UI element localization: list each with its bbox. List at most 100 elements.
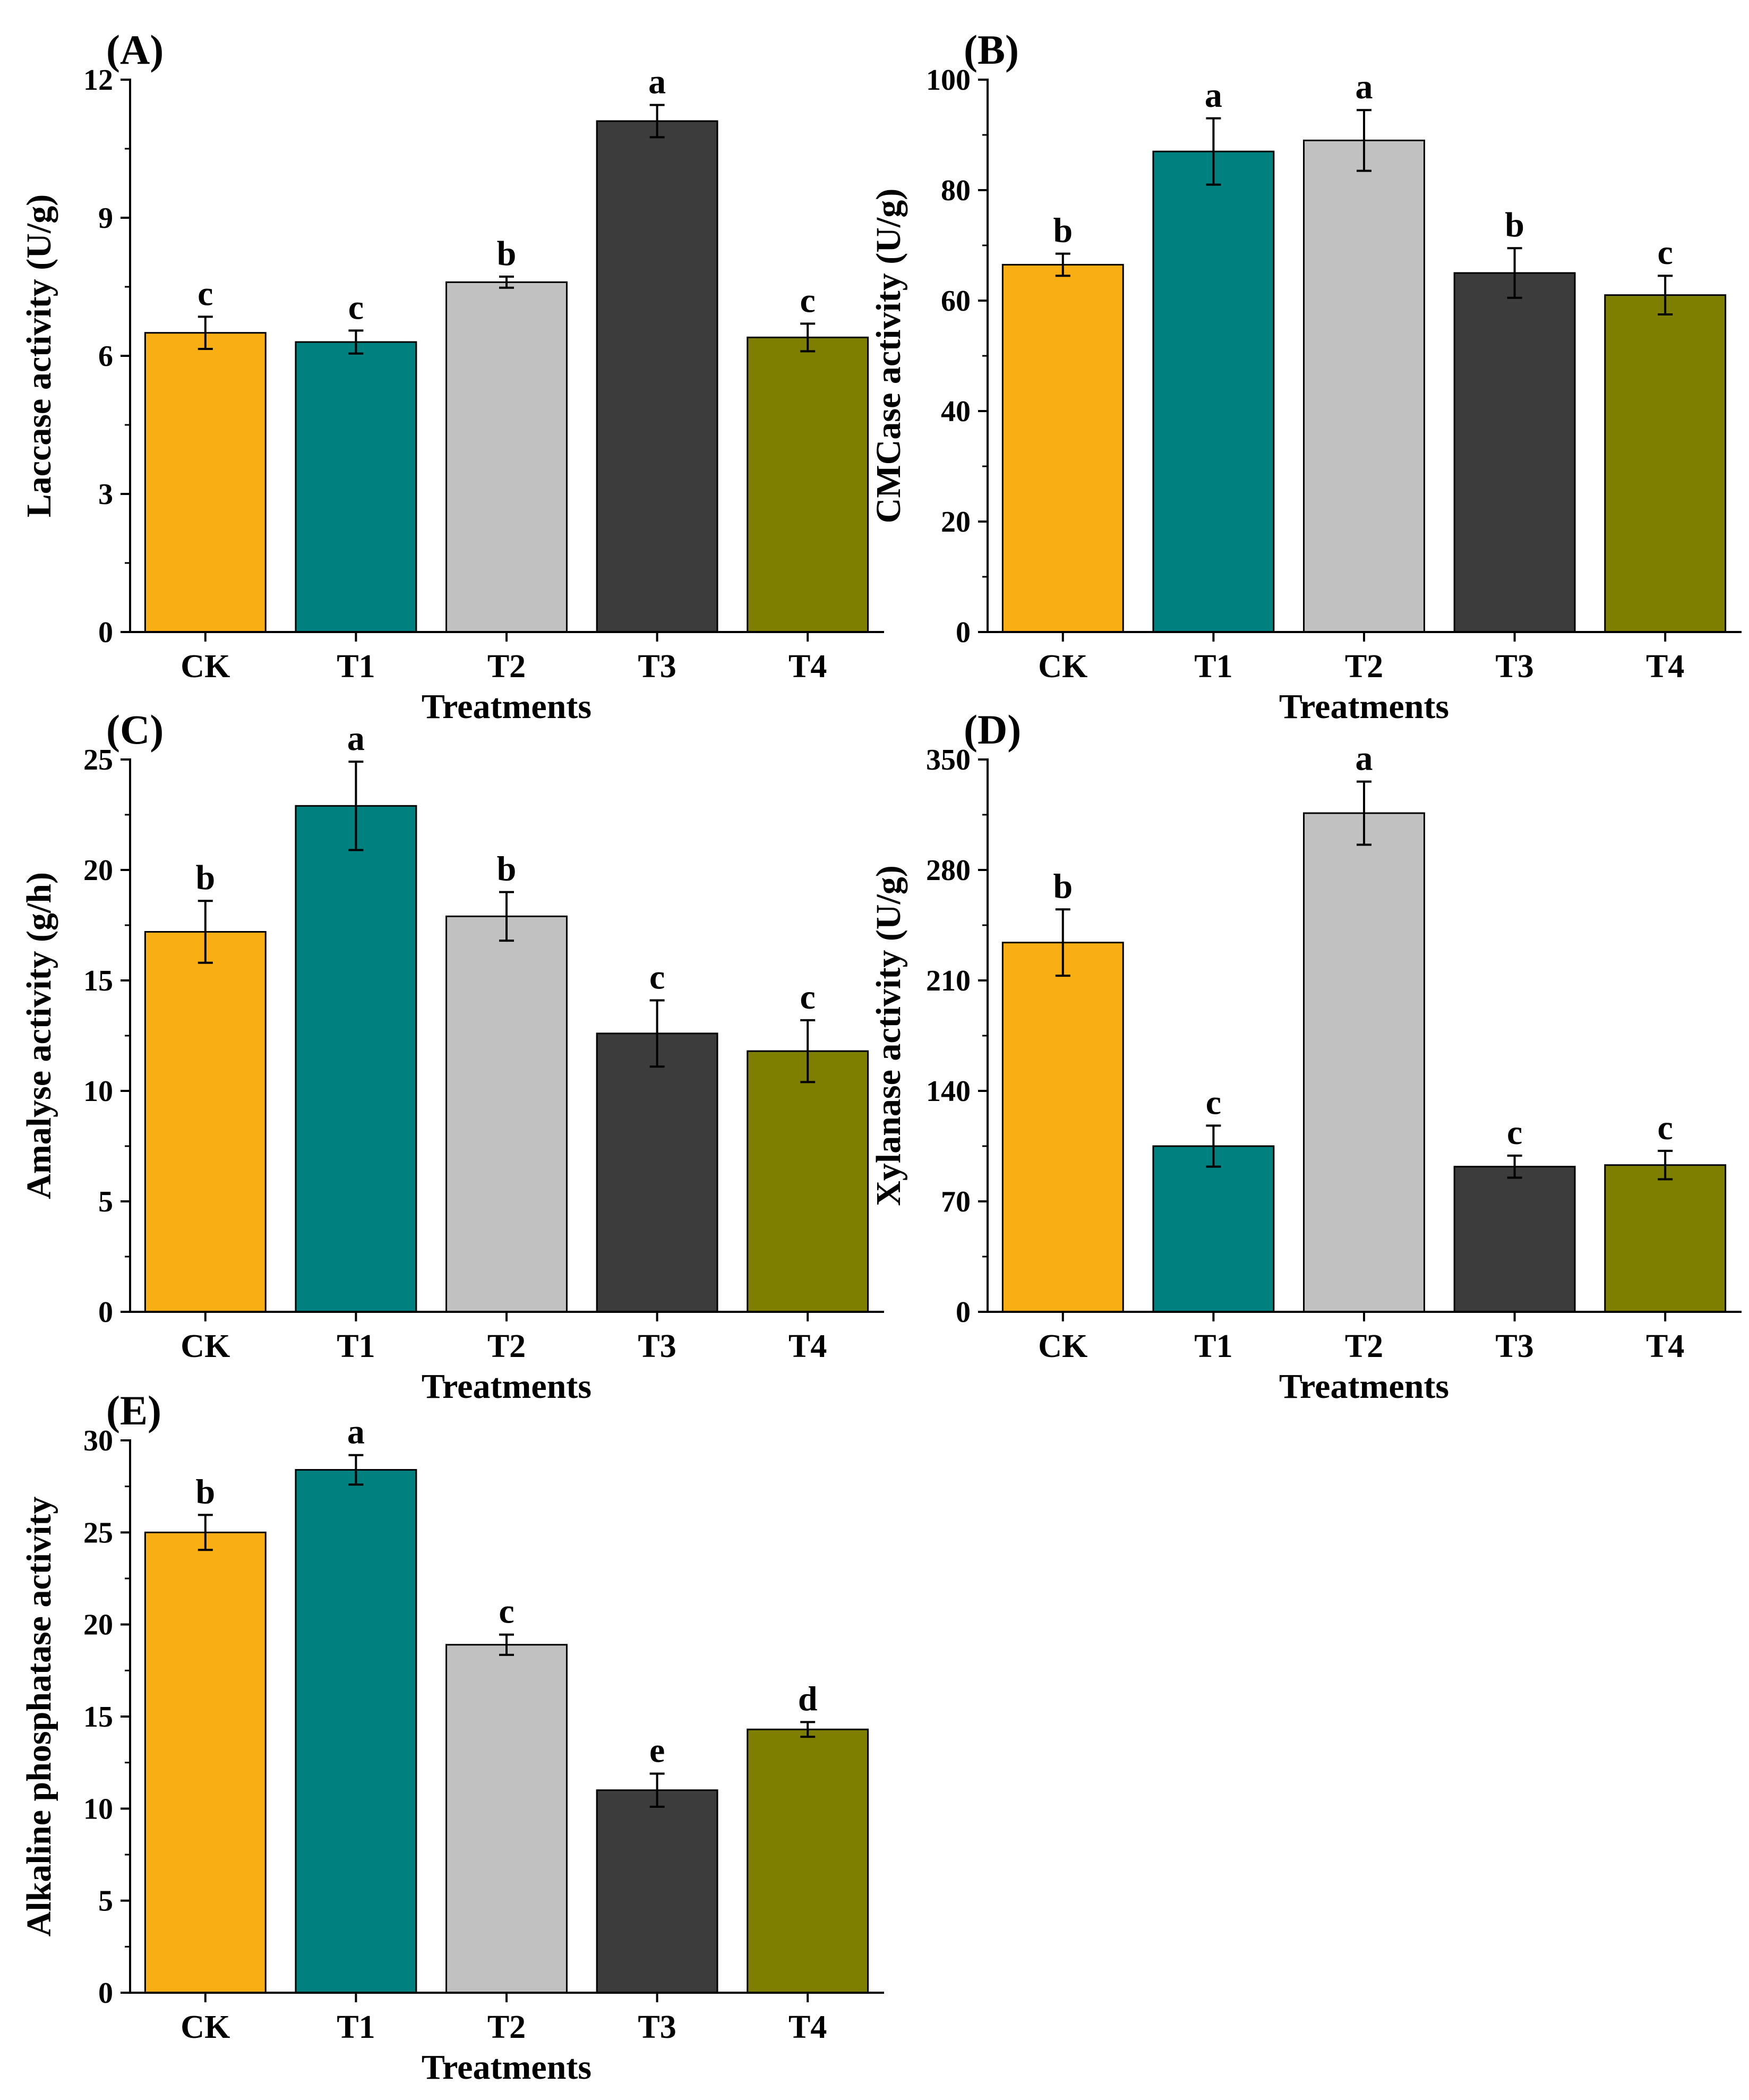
x-tick-label-t1: T1 <box>337 648 375 685</box>
significance-letter-t3: c <box>1507 1113 1522 1152</box>
bar-t3 <box>596 1032 718 1313</box>
error-bar-ck <box>1055 908 1070 977</box>
y-axis-title: Xylanase activity (U/g) <box>869 865 908 1206</box>
x-axis-title: Treatments <box>422 1367 591 1406</box>
bar-t3 <box>1453 1166 1576 1313</box>
significance-letter-t1: c <box>1206 1083 1221 1122</box>
y-tick-label: 3 <box>98 478 113 511</box>
x-tick-label-t2: T2 <box>1345 648 1383 685</box>
x-axis-title: Treatments <box>422 2048 591 2087</box>
y-tick-label: 60 <box>941 285 971 318</box>
significance-letter-t2: a <box>1356 67 1373 106</box>
error-bar-t1 <box>348 761 364 851</box>
error-bar-t2 <box>499 1633 514 1656</box>
y-tick-label: 280 <box>926 854 971 887</box>
significance-letter-t1: a <box>347 719 365 758</box>
chart-panel-c: b CK a T1 b T2 c T3 c T4 0 5 10 15 20 25(C) Treatments Am… <box>20 706 884 1406</box>
y-tick-label: 25 <box>83 1516 113 1549</box>
y-axis-title: CMCase activity (U/g) <box>869 189 908 523</box>
y-tick-label: 10 <box>83 1075 113 1108</box>
y-tick-label: 80 <box>941 174 971 207</box>
significance-letter-t2: c <box>499 1592 514 1631</box>
error-bar-t2 <box>1357 109 1371 172</box>
bar-t4 <box>747 1728 869 1994</box>
y-tick-label: 30 <box>83 1424 113 1457</box>
y-tick-label: 0 <box>98 1296 113 1329</box>
x-tick-label-ck: CK <box>181 1328 230 1364</box>
y-axis-title: Alkaline phosphatase activity <box>20 1497 58 1937</box>
error-bar-t2 <box>499 891 514 942</box>
bar-t1 <box>1152 1145 1275 1313</box>
bar-t4 <box>747 336 869 633</box>
significance-letter-t2: b <box>497 850 517 889</box>
chart-panel-b: b CK a T1 a T2 b T3 c T4 0 20 40 60 80 100(B) Treatments… <box>869 27 1742 726</box>
significance-letter-t1: a <box>347 1413 365 1452</box>
x-tick-label-t1: T1 <box>1194 1328 1232 1364</box>
bar-t3 <box>1453 272 1576 633</box>
chart-panel-d: b CK c T1 a T2 c T3 c T4 0 70 140 210 280 350(D) Treatme… <box>869 706 1742 1406</box>
y-tick-label: 25 <box>83 744 113 776</box>
bar-t3 <box>596 120 718 633</box>
bar-t2 <box>445 281 568 633</box>
bar-ck <box>1001 263 1124 633</box>
x-tick-label-t4: T4 <box>1646 1328 1684 1364</box>
x-tick-label-t4: T4 <box>788 648 827 685</box>
bar-ck <box>144 931 267 1313</box>
bar-t1 <box>295 805 417 1313</box>
significance-letter-t3: b <box>1505 206 1524 244</box>
significance-letter-ck: b <box>1053 211 1073 250</box>
bar-t2 <box>1303 812 1425 1313</box>
bar-t1 <box>1152 150 1275 633</box>
y-tick-label: 100 <box>926 64 971 97</box>
error-bar-t3 <box>649 1772 665 1808</box>
x-axis-title: Treatments <box>1279 687 1449 726</box>
significance-letter-t4: c <box>800 978 816 1017</box>
significance-letter-ck: c <box>198 274 213 313</box>
significance-letter-t1: a <box>1205 76 1222 115</box>
y-axis-title: Amalyse activity (g/h) <box>20 872 58 1199</box>
x-tick-label-t3: T3 <box>1495 648 1533 685</box>
panel-label-b: (B) <box>964 27 1019 73</box>
y-tick-label: 20 <box>941 506 971 539</box>
significance-letter-t2: a <box>1356 739 1373 778</box>
error-bar-t4 <box>1658 275 1673 315</box>
x-tick-label-t3: T3 <box>638 648 676 685</box>
error-bar-t1 <box>1206 117 1221 186</box>
bar-t2 <box>445 915 568 1313</box>
error-bar-ck <box>198 315 213 350</box>
y-tick-label: 20 <box>83 854 113 887</box>
y-tick-label: 10 <box>83 1792 113 1825</box>
y-tick-label: 5 <box>98 1185 113 1218</box>
x-tick-label-t3: T3 <box>1495 1328 1533 1364</box>
significance-letter-t4: c <box>1658 233 1673 272</box>
significance-letter-t2: b <box>497 234 517 273</box>
error-bar-ck <box>198 900 213 964</box>
significance-letter-ck: b <box>195 858 215 897</box>
error-bar-t4 <box>800 1721 816 1738</box>
error-bar-t1 <box>1206 1124 1221 1168</box>
chart-panel-a: c CK c T1 b T2 a T3 c T4 0 3 6 9 12(A) Treatments Laccas… <box>20 27 884 726</box>
error-bar-t3 <box>1507 1154 1522 1179</box>
error-bar-t4 <box>800 1019 816 1083</box>
significance-letter-t3: a <box>648 63 666 101</box>
error-bar-t3 <box>649 104 665 139</box>
significance-letter-t3: c <box>649 958 665 996</box>
y-tick-label: 12 <box>83 64 113 97</box>
x-tick-label-t3: T3 <box>638 2009 676 2045</box>
error-bar-ck <box>1055 252 1070 277</box>
y-tick-label: 140 <box>926 1075 971 1108</box>
x-axis-title: Treatments <box>1279 1367 1449 1406</box>
error-bar-t2 <box>499 275 514 289</box>
y-tick-label: 15 <box>83 1701 113 1734</box>
y-axis-title: Laccase activity (U/g) <box>20 194 58 517</box>
bar-t4 <box>1604 294 1727 633</box>
x-tick-label-t2: T2 <box>487 2009 526 2045</box>
x-axis-title: Treatments <box>422 687 591 726</box>
y-tick-label: 9 <box>98 202 113 235</box>
bar-t1 <box>295 341 417 633</box>
panel-label-c: (C) <box>106 706 164 753</box>
x-tick-label-t2: T2 <box>1345 1328 1383 1364</box>
panel-label-d: (D) <box>964 706 1021 753</box>
bar-t2 <box>445 1644 568 1994</box>
